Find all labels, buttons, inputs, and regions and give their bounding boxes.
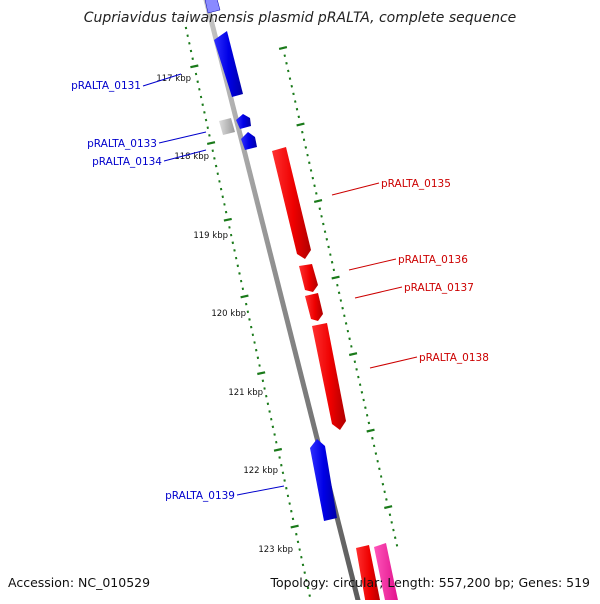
major-tick (367, 430, 375, 432)
minor-tick (342, 308, 344, 309)
minor-tick (338, 293, 340, 294)
reverse-strand-features (272, 147, 399, 600)
minor-tick (287, 71, 289, 72)
minor-tick (310, 170, 312, 171)
scale-label: 121 kbp (228, 388, 263, 398)
minor-tick (265, 396, 267, 397)
scale-label: 122 kbp (243, 466, 278, 476)
gene-arrow-pRALTA_0139[interactable] (310, 439, 337, 521)
minor-tick (331, 262, 333, 263)
minor-tick (255, 350, 257, 351)
major-tick (279, 47, 287, 49)
major-tick (224, 219, 232, 221)
minor-tick (345, 323, 347, 324)
major-tick (314, 200, 322, 202)
scale-labels: 117 kbp 118 kbp 119 kbp 120 kbp 121 kbp … (156, 74, 293, 555)
gene-label-pRALTA_0131[interactable]: pRALTA_0131 (71, 80, 141, 92)
major-tick (207, 142, 215, 144)
minor-tick (188, 43, 190, 44)
gene-label-pRALTA_0135[interactable]: pRALTA_0135 (381, 178, 451, 190)
minor-tick (291, 86, 293, 87)
minor-tick (368, 423, 370, 424)
scale-label: 117 kbp (156, 74, 191, 84)
minor-tick (389, 515, 391, 516)
scale-label: 123 kbp (258, 545, 293, 555)
major-tick (349, 353, 357, 355)
minor-tick (361, 392, 363, 393)
major-tick (274, 449, 282, 451)
minor-tick (324, 231, 326, 232)
scale-label: 119 kbp (193, 231, 228, 241)
minor-tick (198, 89, 200, 90)
backbone-line (203, 0, 361, 600)
major-tick (332, 277, 340, 279)
major-tick (257, 372, 265, 374)
minor-tick (357, 377, 359, 378)
major-tick (297, 124, 305, 126)
minor-tick (249, 319, 251, 320)
minor-tick (299, 549, 301, 550)
minor-tick (328, 247, 330, 248)
minor-tick (298, 117, 300, 118)
gene-label-pRALTA_0138[interactable]: pRALTA_0138 (419, 352, 489, 364)
gene-arrow-grey-feature[interactable] (219, 118, 235, 135)
scale-ticks-inner (185, 28, 311, 596)
minor-tick (205, 120, 207, 121)
major-tick (384, 506, 392, 508)
scale-ticks-outer (279, 47, 398, 545)
minor-tick (321, 216, 323, 217)
map-title: Cupriavidus taiwanensis plasmid pRALTA, … (0, 10, 600, 26)
minor-tick (284, 55, 286, 56)
gene-arrow-pRALTA_0138[interactable] (312, 323, 346, 430)
minor-tick (239, 273, 241, 274)
gene-label-pRALTA_0139[interactable]: pRALTA_0139 (165, 490, 235, 502)
gene-label-pRALTA_0137[interactable]: pRALTA_0137 (404, 282, 474, 294)
summary-text: Topology: circular; Length: 557,200 bp; … (271, 575, 591, 590)
minor-tick (215, 166, 217, 167)
gene-label-pRALTA_0136[interactable]: pRALTA_0136 (398, 254, 468, 266)
minor-tick (294, 101, 296, 102)
minor-tick (378, 469, 380, 470)
minor-tick (301, 132, 303, 133)
minor-tick (393, 530, 395, 531)
minor-tick (272, 427, 274, 428)
major-tick (241, 296, 249, 298)
minor-tick (385, 499, 387, 500)
minor-tick (375, 453, 377, 454)
major-tick (190, 66, 198, 68)
major-tick (291, 526, 299, 528)
minor-tick (305, 147, 307, 148)
minor-tick (382, 484, 384, 485)
gene-label-pRALTA_0134[interactable]: pRALTA_0134 (92, 156, 162, 168)
accession-text: Accession: NC_010529 (8, 575, 150, 590)
gene-arrow-pRALTA_0137[interactable] (305, 293, 323, 321)
scale-label: 120 kbp (211, 309, 246, 319)
minor-tick (396, 545, 398, 546)
minor-tick (232, 243, 234, 244)
minor-tick (364, 407, 366, 408)
minor-tick (222, 197, 224, 198)
gene-label-pRALTA_0133[interactable]: pRALTA_0133 (87, 138, 157, 150)
minor-tick (282, 473, 284, 474)
minor-tick (371, 438, 373, 439)
gene-arrow-pRALTA_0136[interactable] (299, 264, 318, 292)
minor-tick (314, 186, 316, 187)
gene-arrow-pRALTA_0135[interactable] (272, 147, 311, 259)
minor-tick (289, 503, 291, 504)
minor-tick (349, 339, 351, 340)
